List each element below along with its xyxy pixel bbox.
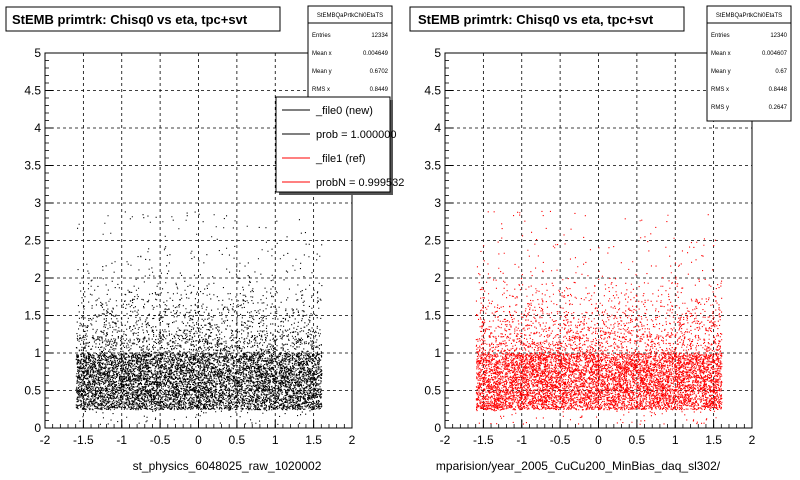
y-tick-label: 1 — [34, 346, 41, 360]
y-tick-label: 0 — [434, 421, 441, 435]
right-chart-title: StEMB primtrk: Chisq0 vs eta, tpc+svt — [418, 12, 654, 27]
stats-label: Entries — [711, 33, 730, 39]
scatter-point-cloud — [475, 210, 723, 425]
y-tick-label: 4 — [34, 121, 41, 135]
left-panel: -2 -1.5 -1 -0.5 0 0.5 1 1.5 2 0 0.5 1 1.5 2 2.5 3 3.5 4 4… — [5, 5, 404, 473]
legend-entry-label: _file0 (new) — [315, 105, 373, 117]
left-stats-name: StEMBQaPrtkChi0EtaTS — [317, 13, 383, 19]
stats-label: Mean x — [312, 51, 332, 57]
y-tick-label: 1.5 — [424, 309, 441, 323]
y-tick-label: 5 — [34, 46, 41, 60]
x-tick-label: 0 — [595, 433, 602, 447]
y-tick-label: 2 — [34, 271, 41, 285]
stats-value: 0.8449 — [370, 87, 389, 93]
x-tick-label: -1 — [116, 433, 127, 447]
x-tick-label: 2 — [349, 433, 356, 447]
legend-entry-label: _file1 (ref) — [315, 153, 366, 165]
y-tick-label: 3.5 — [24, 159, 41, 173]
left-x-label: st_physics_6048025_raw_1020002 — [133, 459, 322, 473]
stats-value: 12334 — [371, 33, 388, 39]
stats-label: Mean y — [312, 69, 332, 75]
y-tick-label: 0 — [34, 421, 41, 435]
left-scatter-points — [75, 211, 323, 425]
legend-entry-label: prob = 1.000000 — [316, 129, 396, 141]
x-tick-label: 0 — [195, 433, 202, 447]
stats-value: 0.004607 — [762, 51, 788, 57]
x-tick-label: -1.5 — [473, 433, 494, 447]
right-x-label: mparision/year_2005_CuCu200_MinBias_daq_… — [436, 459, 721, 473]
y-tick-label: 4 — [434, 121, 441, 135]
y-tick-label: 2.5 — [424, 234, 441, 248]
right-x-axis: -2 -1.5 -1 -0.5 0 0.5 1 1.5 2 — [440, 420, 756, 447]
x-tick-label: -2 — [40, 433, 51, 447]
stats-value: 0.8448 — [769, 87, 788, 93]
y-tick-label: 3.5 — [424, 159, 441, 173]
left-title-box — [5, 6, 281, 32]
y-tick-label: 3 — [34, 196, 41, 210]
y-tick-label: 2.5 — [24, 234, 41, 248]
left-x-axis: -2 -1.5 -1 -0.5 0 0.5 1 1.5 2 — [40, 420, 356, 447]
left-stats-box: StEMBQaPrtkChi0EtaTS Entries 12334 Mean x 0… — [307, 5, 393, 105]
y-tick-label: 4.5 — [24, 84, 41, 98]
x-tick-label: -2 — [440, 433, 451, 447]
y-tick-label: 1 — [434, 346, 441, 360]
right-stats-name: StEMBQaPrtkChi0EtaTS — [716, 13, 782, 19]
x-tick-label: 1 — [672, 433, 679, 447]
x-tick-label: 2 — [749, 433, 756, 447]
stats-label: RMS x — [711, 87, 729, 93]
left-chart-title: StEMB primtrk: Chisq0 vs eta, tpc+svt — [12, 12, 248, 27]
stats-label: Mean y — [711, 69, 731, 75]
legend-entry-label: probN = 0.999532 — [316, 177, 404, 189]
x-tick-label: -0.5 — [550, 433, 571, 447]
x-tick-label: 1.5 — [705, 433, 722, 447]
right-y-axis: 0 0.5 1 1.5 2 2.5 3 3.5 4 4.5 5 — [424, 46, 453, 435]
stats-label: RMS x — [312, 87, 330, 93]
stats-value: 12340 — [770, 33, 787, 39]
stats-label: RMS y — [711, 105, 729, 111]
x-tick-label: 1.5 — [305, 433, 322, 447]
stats-value: 0.004649 — [363, 51, 389, 57]
left-legend: _file0 (new) prob = 1.000000 _file1 (ref) p… — [275, 96, 404, 195]
right-scatter-points — [475, 210, 723, 425]
y-tick-label: 4.5 — [424, 84, 441, 98]
x-tick-label: 0.5 — [229, 433, 246, 447]
left-y-axis: 0 0.5 1 1.5 2 2.5 3 3.5 4 4.5 5 — [24, 46, 53, 435]
x-tick-label: 1 — [272, 433, 279, 447]
scatter-point-cloud — [75, 211, 323, 425]
y-tick-label: 1.5 — [24, 309, 41, 323]
y-tick-label: 2 — [434, 271, 441, 285]
y-tick-label: 0.5 — [24, 384, 41, 398]
stats-value: 0.2647 — [769, 105, 788, 111]
y-tick-label: 3 — [434, 196, 441, 210]
stats-value: 0.6702 — [370, 69, 389, 75]
x-tick-label: -0.5 — [150, 433, 171, 447]
right-title-box — [409, 6, 685, 32]
y-tick-label: 5 — [434, 46, 441, 60]
stats-label: Mean x — [711, 51, 731, 57]
x-tick-label: 0.5 — [629, 433, 646, 447]
y-tick-label: 0.5 — [424, 384, 441, 398]
x-tick-label: -1 — [516, 433, 527, 447]
stats-label: Entries — [312, 33, 331, 39]
stats-value: 0.67 — [775, 69, 787, 75]
x-tick-label: -1.5 — [73, 433, 94, 447]
right-stats-box: StEMBQaPrtkChi0EtaTS Entries 12340 Mean x 0… — [706, 5, 792, 122]
right-panel: -2 -1.5 -1 -0.5 0 0.5 1 1.5 2 0 0.5 1 1.5 2 2.5 3 3.5 4 4… — [409, 5, 792, 473]
